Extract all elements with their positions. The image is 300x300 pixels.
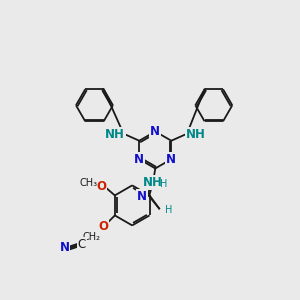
Text: O: O — [96, 180, 106, 193]
Text: NH: NH — [186, 128, 206, 141]
Text: O: O — [98, 220, 108, 233]
Text: NH: NH — [143, 176, 163, 189]
Text: N: N — [59, 241, 69, 254]
Text: N: N — [137, 190, 147, 203]
Text: H: H — [165, 205, 172, 215]
Text: H: H — [160, 179, 167, 189]
Text: N: N — [134, 153, 144, 166]
Text: CH₂: CH₂ — [83, 232, 101, 242]
Text: N: N — [150, 125, 160, 138]
Text: N: N — [166, 153, 176, 166]
Text: C: C — [78, 238, 86, 251]
Text: NH: NH — [105, 128, 125, 141]
Text: CH₃: CH₃ — [80, 178, 98, 188]
